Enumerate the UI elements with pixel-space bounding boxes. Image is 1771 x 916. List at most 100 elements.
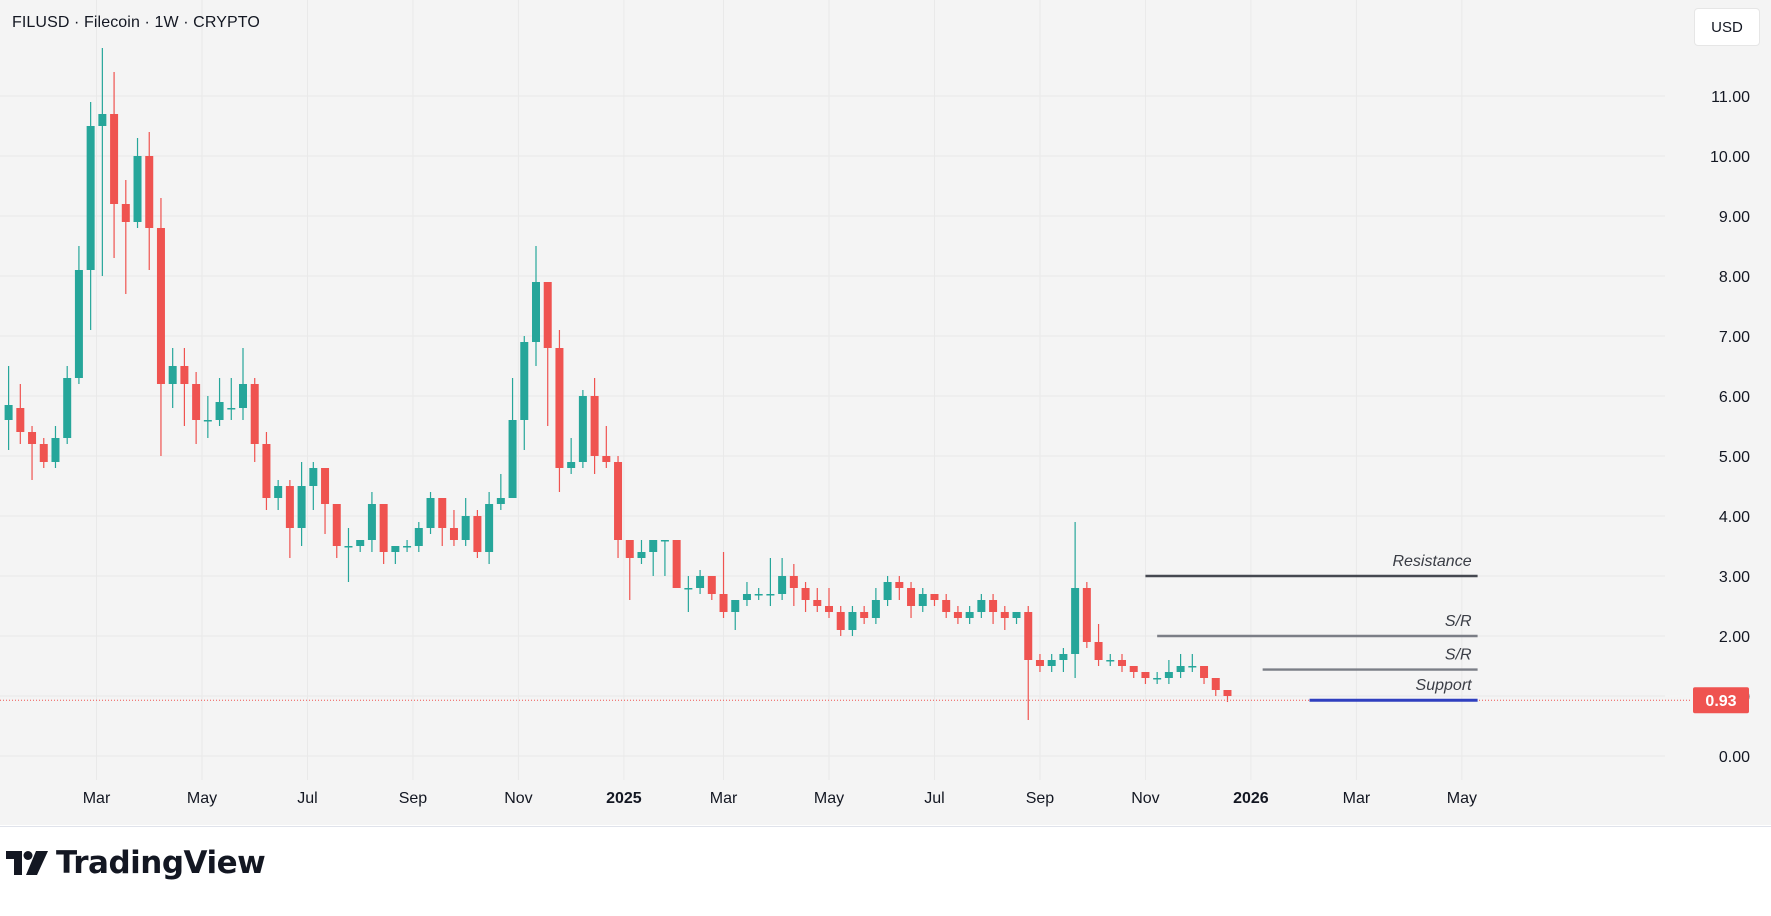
candle-down — [626, 540, 634, 600]
candle-body — [602, 456, 610, 462]
candle-body — [1001, 612, 1009, 618]
candle-up — [497, 474, 505, 510]
candle-down — [602, 426, 610, 468]
candle-up — [848, 606, 856, 636]
candle-body — [778, 576, 786, 594]
candle-body — [356, 540, 364, 546]
candle-body — [216, 402, 224, 420]
candle-body — [333, 504, 341, 546]
candle-up — [87, 102, 95, 330]
candle-body — [16, 408, 24, 432]
candle-body — [51, 438, 59, 462]
last-price-tag: 0.93 — [1693, 687, 1749, 713]
candle-down — [1001, 606, 1009, 630]
candle-body — [1130, 666, 1138, 672]
candle-body — [930, 594, 938, 600]
candle-body — [1106, 660, 1114, 662]
candle-down — [591, 378, 599, 474]
candle-down — [438, 498, 446, 546]
candle-body — [919, 594, 927, 606]
candle-up — [356, 540, 364, 552]
y-tick-label: 6.00 — [1719, 389, 1750, 406]
grid-lines — [0, 0, 1665, 780]
candle-down — [930, 594, 938, 606]
candle-body — [1118, 660, 1126, 666]
candle-body — [837, 612, 845, 630]
candle-down — [122, 180, 130, 294]
candle-up — [227, 378, 235, 420]
candle-down — [450, 510, 458, 546]
candle-down — [860, 606, 868, 624]
candle-body — [380, 504, 388, 552]
candle-up — [872, 588, 880, 624]
candle-down — [1118, 654, 1126, 672]
candle-body — [110, 114, 118, 204]
x-tick-label: May — [814, 790, 844, 807]
candle-up — [134, 138, 142, 228]
candle-body — [321, 468, 329, 504]
level-label-support: Support — [1416, 677, 1473, 694]
candle-down — [28, 426, 36, 480]
candle-up — [51, 426, 59, 468]
candle-body — [1024, 612, 1032, 660]
candle-up — [520, 336, 528, 450]
x-tick-label: Jul — [297, 790, 317, 807]
y-tick-label: 7.00 — [1719, 329, 1750, 346]
x-tick-label: 2025 — [606, 790, 642, 807]
candle-body — [122, 204, 130, 222]
y-tick-label: 3.00 — [1719, 569, 1750, 586]
y-tick-label: 5.00 — [1719, 449, 1750, 466]
candle-body — [637, 552, 645, 558]
candle-body — [555, 348, 563, 468]
candle-down — [16, 384, 24, 444]
symbol-title: FILUSD · Filecoin · 1W · CRYPTO — [12, 14, 260, 32]
x-tick-label: Mar — [710, 790, 738, 807]
x-tick-label: May — [187, 790, 217, 807]
candle-body — [813, 600, 821, 606]
candle-body — [532, 282, 540, 342]
candle-down — [555, 330, 563, 492]
candle-body — [684, 588, 692, 590]
candle-up — [63, 366, 71, 444]
candle-down — [942, 594, 950, 618]
tradingview-logo[interactable]: TradingView — [6, 845, 265, 881]
candle-up — [1153, 672, 1161, 684]
candle-up — [755, 588, 763, 600]
candle-body — [872, 600, 880, 618]
candle-body — [802, 588, 810, 600]
x-tick-label: Sep — [1026, 790, 1055, 807]
candle-body — [462, 516, 470, 540]
candle-down — [192, 372, 200, 444]
candle-body — [544, 282, 552, 348]
x-axis[interactable]: 24MarMayJulSepNov2025MarMayJulSepNov2026… — [0, 790, 1477, 807]
candle-body — [825, 606, 833, 612]
x-tick-label: Jul — [924, 790, 944, 807]
candle-down — [473, 510, 481, 558]
candle-body — [520, 342, 528, 420]
candle-up — [1188, 654, 1196, 672]
candle-body — [766, 594, 774, 596]
candle-body — [28, 432, 36, 444]
candle-body — [1200, 666, 1208, 678]
currency-button[interactable]: USD — [1694, 8, 1760, 46]
candle-up — [216, 378, 224, 426]
y-axis[interactable]: 11.0010.009.008.007.006.005.004.003.002.… — [1710, 89, 1750, 766]
y-tick-label: 0.00 — [1719, 749, 1750, 766]
candle-up — [977, 594, 985, 618]
level-label-sr: S/R — [1445, 613, 1472, 630]
y-tick-label: 11.00 — [1711, 89, 1750, 106]
candle-up — [403, 540, 411, 552]
candle-body — [1212, 678, 1220, 690]
candle-down — [989, 594, 997, 624]
candle-down — [1130, 666, 1138, 678]
candle-down — [1200, 666, 1208, 684]
candle-body — [907, 588, 915, 606]
candle-up — [1106, 654, 1114, 666]
candle-body — [1083, 588, 1091, 642]
y-tick-label: 8.00 — [1719, 269, 1750, 286]
candle-up — [1048, 654, 1056, 672]
candle-up — [1177, 654, 1185, 678]
candle-body — [696, 576, 704, 588]
